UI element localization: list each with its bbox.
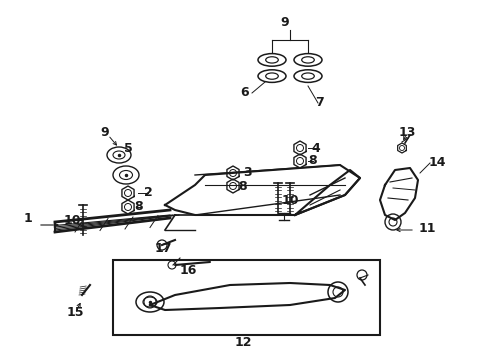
- Text: 15: 15: [66, 306, 83, 320]
- Text: 10: 10: [63, 213, 81, 226]
- Text: 13: 13: [398, 126, 415, 139]
- Text: 2: 2: [143, 186, 152, 199]
- Text: 9: 9: [280, 17, 289, 30]
- Text: 8: 8: [238, 180, 247, 193]
- Text: 17: 17: [154, 242, 171, 255]
- Text: 11: 11: [417, 221, 435, 234]
- Text: 10: 10: [281, 194, 298, 207]
- Text: 8: 8: [134, 201, 143, 213]
- Text: 6: 6: [240, 86, 249, 99]
- Text: 8: 8: [308, 154, 317, 167]
- Text: 9: 9: [101, 126, 109, 139]
- Text: 12: 12: [234, 337, 251, 350]
- Text: 1: 1: [23, 211, 32, 225]
- Text: 7: 7: [315, 96, 324, 109]
- Text: 14: 14: [427, 157, 445, 170]
- Bar: [113, 260, 379, 335]
- Text: 4: 4: [311, 141, 320, 154]
- Text: 16: 16: [179, 264, 196, 276]
- Text: 5: 5: [123, 141, 132, 154]
- Text: 3: 3: [243, 166, 252, 180]
